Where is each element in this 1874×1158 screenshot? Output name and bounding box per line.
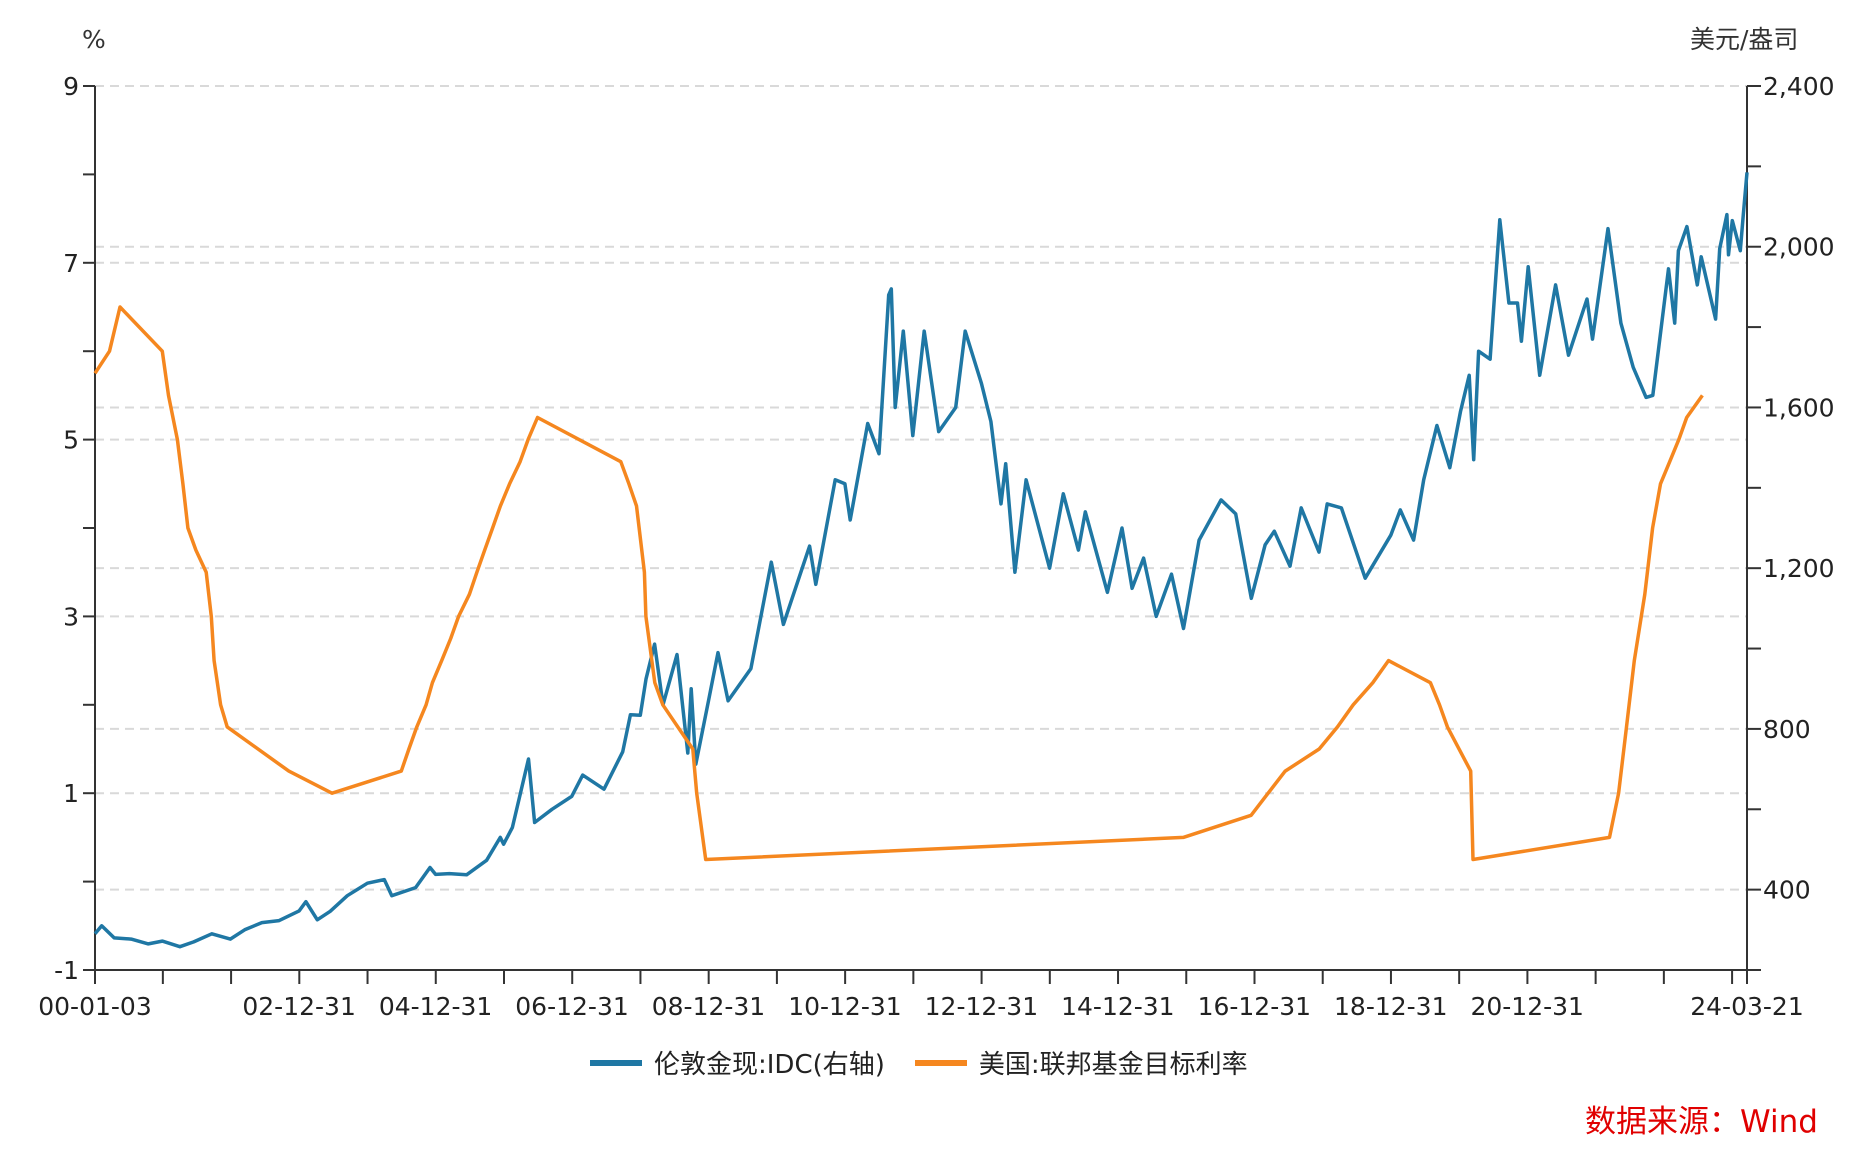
x-axis-tick-label: 00-01-03: [38, 992, 151, 1021]
left-axis-unit: %: [82, 25, 106, 54]
x-axis-tick-label: 02-12-31: [242, 992, 355, 1021]
x-axis-tick-label: 20-12-31: [1470, 992, 1583, 1021]
legend-swatch-fed-rate: [914, 1059, 967, 1066]
fed-rate-line: [93, 305, 1704, 862]
left-axis-tick-label: 5: [63, 426, 79, 455]
left-axis-tick-label: 1: [63, 779, 79, 808]
x-axis-tick-label: 18-12-31: [1334, 992, 1447, 1021]
legend: 伦敦金现:IDC(右轴) 美国:联邦基金目标利率: [590, 1044, 1278, 1081]
left-axis-tick-label: 7: [63, 249, 79, 278]
x-axis-tick-label: 06-12-31: [515, 992, 628, 1021]
gold-price-line: [93, 172, 1749, 949]
left-axis-tick-label: 3: [63, 602, 79, 631]
legend-label-gold: 伦敦金现:IDC(右轴): [654, 1050, 885, 1080]
left-axis-tick-label: -1: [54, 956, 79, 985]
right-axis-unit: 美元/盎司: [1690, 25, 1798, 54]
gridlines: [95, 85, 1747, 891]
x-axis-tick-label: 16-12-31: [1198, 992, 1311, 1021]
right-axis-tick-label: 1,200: [1763, 554, 1835, 583]
left-axis-tick-label: 9: [63, 72, 79, 101]
x-axis-tick-label: 12-12-31: [925, 992, 1038, 1021]
x-axis-tick-label: 24-03-21: [1690, 992, 1803, 1021]
right-axis-tick-label: 800: [1763, 715, 1811, 744]
series-lines: [93, 172, 1749, 949]
legend-item-gold[interactable]: 伦敦金现:IDC(右轴): [590, 1044, 885, 1081]
x-axis-tick-label: 08-12-31: [652, 992, 765, 1021]
right-axis-tick-label: 2,000: [1763, 233, 1835, 262]
data-source: 数据来源：Wind: [1585, 1104, 1818, 1140]
x-axis-tick-label: 10-12-31: [788, 992, 901, 1021]
right-axis-tick-label: 1,600: [1763, 393, 1835, 422]
x-axis-tick-label: 04-12-31: [379, 992, 492, 1021]
axes: 9 7 5 3 1 -1 2,400 2,000 1,600 1,200 800 400 00-01-0…: [38, 72, 1834, 1021]
right-axis-tick-label: 2,400: [1763, 72, 1835, 101]
legend-label-fed-rate: 美国:联邦基金目标利率: [978, 1050, 1248, 1080]
legend-item-fed-rate[interactable]: 美国:联邦基金目标利率: [914, 1044, 1248, 1081]
right-axis-tick-label: 400: [1763, 876, 1811, 905]
legend-swatch-gold: [590, 1059, 642, 1066]
x-axis-tick-label: 14-12-31: [1061, 992, 1174, 1021]
